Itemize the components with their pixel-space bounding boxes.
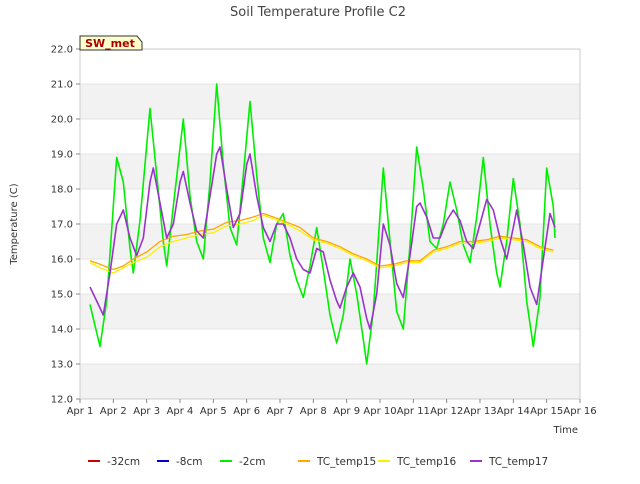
grid-band	[80, 84, 580, 119]
y-tick-label: 14.0	[51, 325, 73, 336]
legend-item: -8cm	[157, 456, 202, 468]
series-line-2cm	[89, 83, 556, 365]
y-tick-label: 13.0	[51, 360, 73, 371]
y-axis: 12.0 13.0 14.0 15.0 16.0 17.0 18.0 19.0 20.0 21.0…	[51, 45, 80, 406]
x-tick-label: Apr 11	[397, 406, 430, 417]
series-layer	[89, 83, 556, 365]
x-tick-label: Apr 15	[530, 406, 563, 417]
legend-item: -32cm	[88, 456, 140, 468]
grid-bands	[80, 49, 580, 400]
y-axis-label: Temperature (C)	[9, 183, 20, 265]
legend-item: TC_temp15	[298, 456, 376, 468]
legend-label: -8cm	[176, 456, 202, 468]
grid-band	[80, 49, 580, 84]
grid-band	[80, 329, 580, 364]
y-tick-label: 22.0	[51, 45, 73, 56]
y-tick-label: 12.0	[51, 395, 73, 406]
legend-label: TC_temp16	[396, 456, 457, 468]
x-tick-label: Apr 14	[497, 406, 530, 417]
x-tick-label: Apr 1	[67, 406, 94, 417]
y-tick-label: 17.0	[51, 220, 73, 231]
site-badge-label: SW_met	[85, 37, 135, 50]
x-tick-label: Apr 2	[100, 406, 127, 417]
x-tick-label: Apr 7	[267, 406, 294, 417]
chart-title: Soil Temperature Profile C2	[230, 5, 406, 20]
series-line-tctemp15	[89, 212, 554, 271]
legend-label: TC_temp15	[316, 456, 376, 468]
x-tick-label: Apr 5	[200, 406, 227, 417]
grid-band	[80, 364, 580, 399]
y-tick-label: 16.0	[51, 255, 73, 266]
series-line-tctemp17	[89, 146, 556, 330]
legend-label: -32cm	[107, 456, 140, 468]
x-tick-label: Apr 9	[333, 406, 360, 417]
x-tick-label: Apr 3	[133, 406, 160, 417]
x-tick-label: Apr 6	[233, 406, 260, 417]
y-tick-label: 19.0	[51, 150, 73, 161]
legend-item: TC_temp16	[378, 456, 457, 468]
legend-item: -2cm	[220, 456, 265, 468]
x-tick-label: Apr 8	[300, 406, 327, 417]
x-tick-label: Apr 4	[167, 406, 194, 417]
grid-band	[80, 259, 580, 294]
series-line-tctemp16	[89, 214, 554, 274]
x-axis: Apr 1 Apr 2 Apr 3 Apr 4 Apr 5 Apr 6 Apr 7 Apr 8…	[67, 399, 597, 417]
x-tick-label: Apr 16	[563, 406, 596, 417]
site-badge: SW_met	[79, 35, 143, 51]
y-tick-label: 21.0	[51, 80, 73, 91]
grid-band	[80, 119, 580, 154]
legend-label: TC_temp17	[488, 456, 548, 468]
grid-band	[80, 154, 580, 189]
legend-item: TC_temp17	[470, 456, 548, 468]
legend: -32cm -8cm -2cm TC_temp15 TC_temp16 TC_temp17	[88, 456, 548, 468]
y-tick-label: 18.0	[51, 185, 73, 196]
y-tick-label: 20.0	[51, 115, 73, 126]
legend-label: -2cm	[239, 456, 265, 468]
x-tick-label: Apr 12	[430, 406, 463, 417]
x-tick-label: Apr 13	[463, 406, 496, 417]
grid-band	[80, 189, 580, 224]
x-tick-label: Apr 10	[363, 406, 396, 417]
x-axis-label: Time	[553, 425, 578, 436]
y-tick-label: 15.0	[51, 290, 73, 301]
